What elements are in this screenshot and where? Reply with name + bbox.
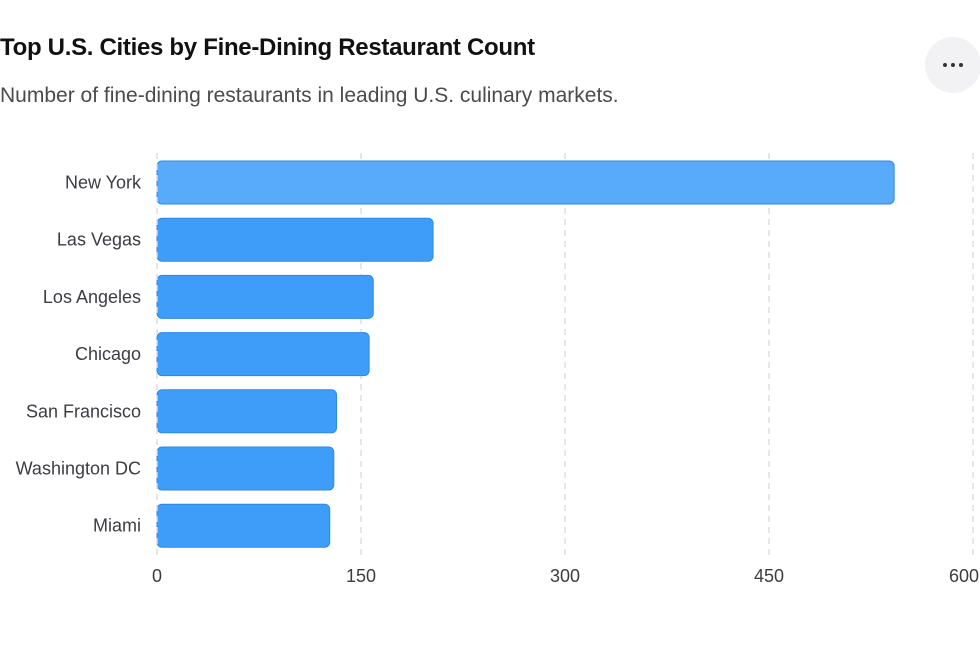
bar: [156, 217, 434, 262]
tick-label: 300: [550, 566, 580, 586]
category-label: Los Angeles: [43, 287, 141, 307]
bar: [156, 274, 374, 319]
chart-subtitle: Number of fine-dining restaurants in lea…: [0, 84, 619, 107]
category-label: Miami: [93, 516, 141, 536]
more-horizontal-icon: [925, 63, 980, 67]
bar: [156, 503, 331, 548]
tick-label: 0: [152, 566, 162, 586]
category-label: Las Vegas: [57, 230, 141, 250]
category-label: Chicago: [75, 344, 141, 364]
category-label: San Francisco: [26, 401, 141, 421]
tick-label: 450: [754, 566, 784, 586]
category-label: Washington DC: [16, 459, 141, 479]
chart-title: Top U.S. Cities by Fine-Dining Restauran…: [0, 34, 535, 61]
bar: [156, 389, 338, 434]
tick-label: 150: [346, 566, 376, 586]
more-options-button[interactable]: [925, 37, 980, 93]
category-label: New York: [65, 173, 142, 193]
bar: [156, 446, 335, 491]
tick-label: 600: [949, 566, 979, 586]
bar: [156, 160, 895, 205]
bar: [156, 332, 370, 377]
